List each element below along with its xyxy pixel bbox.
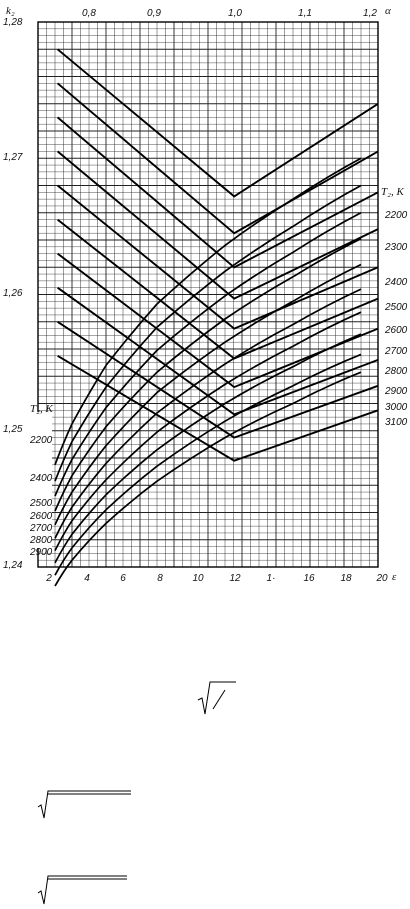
right-legend-temp: 3100 xyxy=(385,417,408,428)
epsilon-curve-T3000 xyxy=(54,353,362,576)
sqrt-symbol xyxy=(37,875,127,905)
epsilon-curve-T2600 xyxy=(54,263,362,526)
alpha-curve-T3000 xyxy=(57,321,379,439)
x-bottom-tick-label: 2 xyxy=(45,573,52,584)
right-legend-temp: 2600 xyxy=(384,325,408,336)
x-top-axis-label: α xyxy=(385,5,391,17)
right-legend-temp: 2700 xyxy=(384,346,408,357)
right-legend-temp: 3000 xyxy=(385,402,408,413)
x-bottom-tick-label: 18 xyxy=(340,573,352,584)
right-legend-temp: 2200 xyxy=(384,210,408,221)
alpha-curve-T2300 xyxy=(56,82,379,235)
x-top-tick-label: 0,8 xyxy=(82,8,96,19)
right-legend-title: T₂, K xyxy=(381,186,404,198)
y-tick-label: 1,28 xyxy=(3,17,23,28)
right-legend-temp: 2300 xyxy=(384,242,408,253)
alpha-curve-T2900 xyxy=(57,286,379,416)
left-legend-temp: 2600 xyxy=(29,511,53,522)
epsilon-curve-T2800 xyxy=(54,311,362,551)
y-tick-label: 1,26 xyxy=(3,288,23,299)
alpha-curve-T2400 xyxy=(56,116,379,269)
left-legend-backdrop xyxy=(30,412,52,548)
left-legend-temp: 2900 xyxy=(29,547,53,558)
left-legend-temp: 2500 xyxy=(29,498,53,509)
alpha-curve-T2200 xyxy=(56,48,379,198)
left-legend-temp: 2800 xyxy=(29,535,53,546)
sqrt-symbol xyxy=(197,681,236,715)
x-bottom-tick-label: 1· xyxy=(267,573,276,584)
x-bottom-tick-label: 6 xyxy=(120,573,126,584)
x-bottom-axis-label: ε xyxy=(392,571,397,583)
right-legend-temp: 2500 xyxy=(384,302,408,313)
x-bottom-tick-label: 20 xyxy=(375,573,388,584)
epsilon-curve-T2500 xyxy=(54,237,362,512)
left-legend-title: T₂, K xyxy=(30,403,53,415)
y-tick-label: 1,24 xyxy=(3,560,23,571)
x-top-tick-label: 1,1 xyxy=(298,8,312,19)
epsilon-curve-T2900 xyxy=(54,333,362,564)
epsilon-curve-T2400 xyxy=(54,212,362,497)
alpha-curve-family xyxy=(56,48,379,462)
x-bottom-tick-label: 10 xyxy=(192,573,204,584)
y-axis-label: k₂ xyxy=(6,5,15,17)
sqrt-symbol xyxy=(37,790,131,819)
y-tick-label: 1,27 xyxy=(3,152,23,163)
x-top-tick-label: 0,9 xyxy=(147,8,161,19)
right-legend-backdrop xyxy=(381,178,409,448)
x-bottom-tick-label: 16 xyxy=(303,573,315,584)
left-legend-temp: 2400 xyxy=(29,473,53,484)
y-tick-label: 1,25 xyxy=(3,424,23,435)
x-bottom-tick-label: 8 xyxy=(157,573,163,584)
left-legend-temp: 2200 xyxy=(29,435,53,446)
x-bottom-tick-label: 4 xyxy=(84,573,90,584)
right-legend-temp: 2800 xyxy=(384,366,408,377)
epsilon-curve-T2200 xyxy=(54,157,362,466)
epsilon-curve-family xyxy=(54,157,362,587)
x-bottom-tick-label: 12 xyxy=(229,573,241,584)
plot-frame xyxy=(37,21,379,568)
x-top-tick-label: 1,0 xyxy=(228,8,242,19)
alpha-curve-T3100 xyxy=(57,354,379,462)
right-legend-temp: 2400 xyxy=(384,277,408,288)
alpha-curve-T2500 xyxy=(56,150,379,300)
x-top-tick-label: 1,2 xyxy=(363,8,377,19)
epsilon-curve-T2300 xyxy=(54,184,362,482)
left-legend-temp: 2700 xyxy=(29,523,53,534)
epsilon-curve-T2700 xyxy=(54,288,362,539)
epsilon-curve-T3100 xyxy=(54,371,362,587)
right-legend-temp: 2900 xyxy=(384,386,408,397)
alpha-curve-T2600 xyxy=(57,184,379,330)
